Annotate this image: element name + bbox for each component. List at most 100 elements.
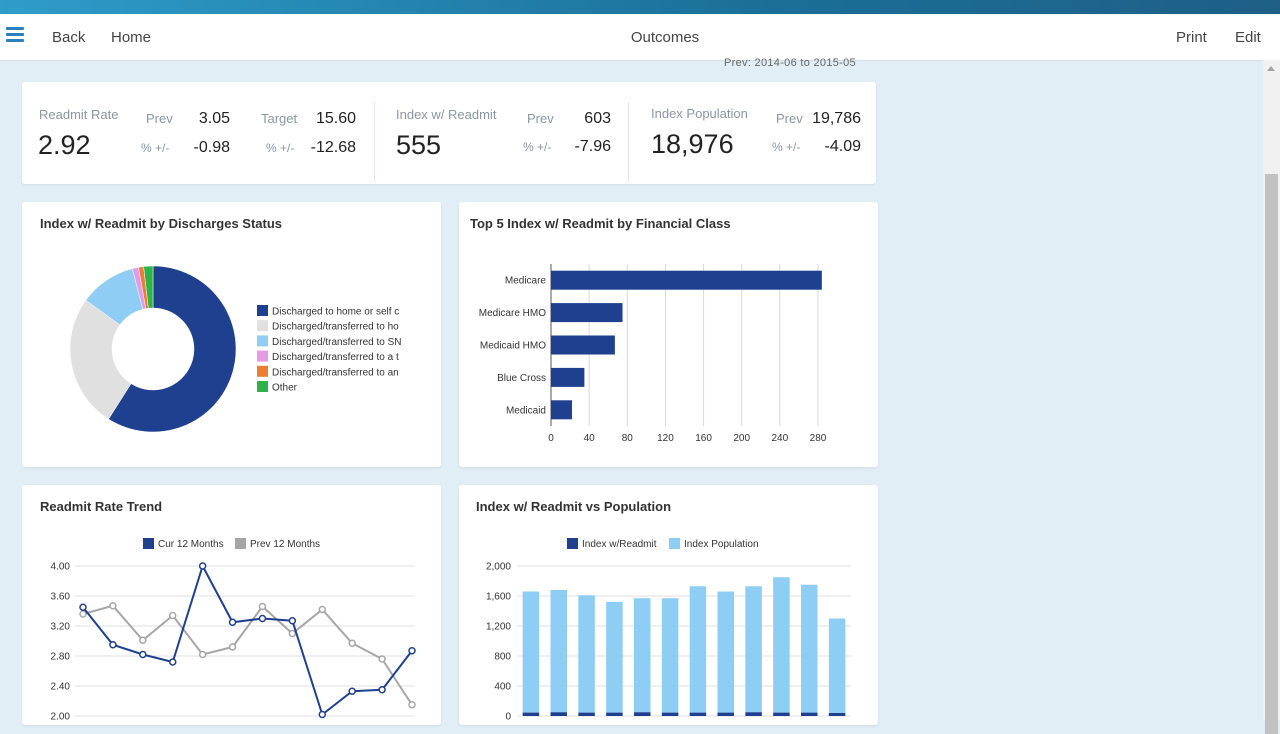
data-point <box>228 643 237 651</box>
category-label: Medicaid <box>506 405 546 416</box>
category-label: Medicare <box>505 276 547 287</box>
y-tick-label: 1,600 <box>486 592 511 603</box>
index-readmit-value: 555 <box>396 130 442 160</box>
readmit-bar <box>522 712 540 716</box>
legend-label: Discharged/transferred to ho <box>272 322 399 333</box>
readmit-rate-value: 2.92 <box>38 130 91 160</box>
y-tick-label: 400 <box>494 682 511 693</box>
data-point <box>318 710 327 719</box>
readmit-bar <box>606 712 623 716</box>
index-population-value: 18,976 <box>651 129 734 159</box>
top-strip <box>0 0 1280 14</box>
legend-label: Discharged/transferred to an <box>272 367 399 378</box>
data-point <box>318 605 327 614</box>
legend-label: Cur 12 Months <box>158 539 224 550</box>
readmit-target-label: Target <box>261 111 298 126</box>
bar <box>551 335 615 355</box>
y-tick-label: 2.00 <box>51 712 71 723</box>
series-line <box>82 563 413 717</box>
print-link[interactable]: Print <box>1176 29 1207 46</box>
index-population-pct-value: -4.09 <box>824 138 861 155</box>
x-tick-label: 120 <box>657 433 674 444</box>
home-link[interactable]: Home <box>111 29 152 46</box>
population-bar <box>828 618 846 713</box>
kpi-divider <box>374 102 375 182</box>
scroll-up-arrow-icon[interactable] <box>1267 66 1275 71</box>
bar <box>551 367 585 387</box>
x-tick-label: 200 <box>733 433 750 444</box>
page-title: Outcomes <box>630 29 700 46</box>
legend-swatch <box>235 538 246 549</box>
population-bar <box>578 595 595 713</box>
readmit-trend-card: Readmit Rate Trend 4.00 3.60 3.20 2.80 2.40 2… <box>22 485 441 725</box>
data-point <box>288 617 297 625</box>
population-bar <box>606 602 623 713</box>
legend-swatch <box>669 538 680 549</box>
legend-swatch <box>257 320 268 332</box>
series-line <box>82 604 413 706</box>
index-readmit-prev-value: 603 <box>584 110 611 127</box>
data-point <box>79 610 87 618</box>
vertical-scrollbar[interactable] <box>1263 60 1280 734</box>
prev-range-label: Prev: 2014-06 to 2015-05 <box>724 57 856 69</box>
scrollbar-thumb[interactable] <box>1265 174 1278 734</box>
readmit-prev-value: 3.05 <box>198 110 230 127</box>
readmit-target-value: 15.60 <box>315 110 356 127</box>
donut-slice <box>69 299 132 420</box>
population-bar <box>522 591 540 713</box>
legend-swatch <box>257 365 268 377</box>
population-bar <box>661 598 679 713</box>
readmit-rate-label: Readmit Rate <box>39 107 119 122</box>
y-tick-label: 1,200 <box>486 622 511 633</box>
x-tick-label: 40 <box>584 433 596 444</box>
data-point <box>139 650 147 659</box>
data-point <box>198 562 207 570</box>
y-tick-label: 2.80 <box>51 652 71 663</box>
y-tick-label: 2.40 <box>51 682 71 693</box>
x-tick-label: 160 <box>695 433 712 444</box>
x-tick-label: 240 <box>772 433 789 444</box>
edit-link[interactable]: Edit <box>1235 29 1261 46</box>
bar <box>551 303 623 323</box>
x-tick-label: 280 <box>810 433 827 444</box>
y-tick-label: 4.00 <box>51 562 71 573</box>
bar <box>551 270 822 290</box>
readmit-bar <box>773 712 790 716</box>
y-tick-label: 3.60 <box>51 592 71 603</box>
population-bar <box>801 584 818 713</box>
data-point <box>288 629 297 638</box>
column-chart-title: Index w/ Readmit vs Population <box>476 499 672 514</box>
legend-swatch <box>567 538 578 549</box>
data-point <box>258 602 267 611</box>
legend-swatch <box>257 350 268 362</box>
data-point <box>378 655 386 663</box>
population-chart: 2,000 1,600 1,200 800 400 0 Index w/Readmit Ind… <box>486 538 851 723</box>
population-bar <box>689 586 707 713</box>
donut-chart: Discharged to home or self c Discharged/t… <box>69 265 402 433</box>
readmit-target-pct-label: % +/- <box>266 141 295 155</box>
readmit-bar <box>717 712 734 716</box>
legend-swatch <box>257 335 268 347</box>
population-bar <box>745 586 762 713</box>
legend-label: Discharged/transferred to a t <box>272 352 399 363</box>
data-point <box>79 603 87 611</box>
index-population-label: Index Population <box>651 106 748 121</box>
x-tick-label: 80 <box>622 433 634 444</box>
population-card: Index w/ Readmit vs Population 2,000 1,60… <box>459 485 878 725</box>
line-chart-title: Readmit Rate Trend <box>40 499 163 514</box>
index-population-prev-value: 19,786 <box>812 110 861 127</box>
legend-swatch <box>143 538 154 549</box>
readmit-bar <box>828 713 846 716</box>
readmit-bar <box>634 712 651 716</box>
index-readmit-pct-value: -7.96 <box>574 138 611 155</box>
legend-label: Index w/Readmit <box>582 539 657 550</box>
legend-label: Other <box>272 383 298 394</box>
legend-swatch <box>257 305 268 316</box>
data-point <box>168 611 177 620</box>
back-link[interactable]: Back <box>52 29 86 46</box>
population-bar <box>550 590 567 713</box>
menu-icon[interactable] <box>6 25 24 45</box>
data-point <box>168 658 177 666</box>
data-point <box>408 701 416 709</box>
x-tick-label: 0 <box>548 433 554 444</box>
